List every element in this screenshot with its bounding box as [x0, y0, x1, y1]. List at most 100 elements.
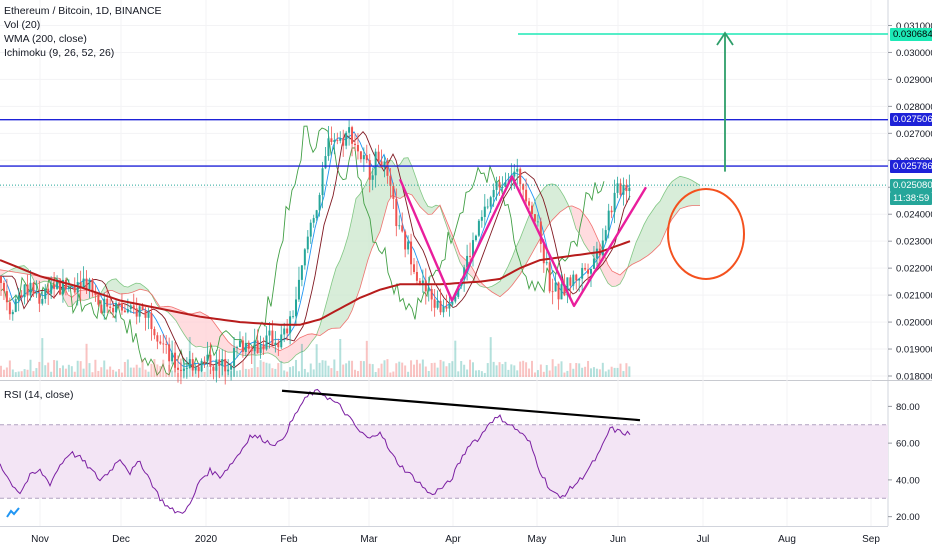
kumo-segment	[380, 164, 384, 232]
double-bottom-pattern	[398, 175, 648, 308]
wma-line	[0, 240, 631, 326]
volume-bar	[560, 361, 563, 377]
volume-bar	[533, 372, 536, 377]
candle-body	[560, 284, 563, 300]
symbol-title[interactable]: Ethereum / Bitcoin, 1D, BINANCE	[4, 5, 162, 17]
candle-body	[430, 289, 433, 300]
candle-body	[56, 281, 59, 289]
volume-bar	[47, 362, 50, 377]
candle-body	[569, 277, 572, 286]
volume-bar	[531, 360, 533, 377]
price-tick-label: 0.027000	[896, 129, 932, 140]
volume-bar	[171, 370, 174, 377]
volume-bar	[413, 364, 415, 377]
volume-bar	[371, 364, 374, 377]
volume-bar	[103, 360, 106, 377]
volume-bar	[274, 368, 277, 377]
volume-bar	[333, 359, 336, 377]
kumo-segment	[140, 283, 144, 291]
time-tick-label: Feb	[280, 534, 298, 545]
kumo-segment	[648, 211, 652, 256]
legend-rsi[interactable]: RSI (14, close)	[4, 389, 74, 401]
kumo-segment	[472, 267, 476, 283]
candle-body	[407, 241, 410, 250]
kumo-segment	[512, 247, 516, 286]
volume-bar	[410, 360, 413, 377]
kumo-segment	[348, 218, 352, 319]
volume-bar	[354, 369, 356, 377]
legend-wma[interactable]: WMA (200, close)	[4, 33, 87, 45]
highlight-circle	[667, 188, 745, 280]
rsi-legend: RSI (14, close)	[4, 388, 73, 402]
kumo-segment	[132, 283, 136, 293]
candle-body	[472, 240, 474, 258]
candle-body	[572, 274, 575, 286]
time-tick-label: Aug	[778, 534, 796, 545]
candle-body	[200, 360, 203, 372]
candle-body	[413, 264, 415, 272]
kumo-segment	[204, 313, 208, 348]
candle-body	[492, 189, 495, 198]
volume-bar	[14, 372, 17, 377]
kumo-segment	[228, 341, 232, 353]
volume-bar	[73, 371, 76, 377]
candle-body	[29, 282, 32, 296]
candle-body	[141, 306, 144, 311]
candle-body	[109, 306, 112, 308]
kumo-segment	[180, 310, 184, 335]
volume-bar	[445, 366, 448, 377]
time-tick-label: 2020	[195, 534, 218, 545]
candle-body	[277, 342, 280, 348]
volume-bar	[486, 363, 489, 377]
candle-body	[159, 341, 162, 344]
candle-body	[118, 302, 120, 304]
kumo-segment	[324, 296, 328, 333]
volume-bar	[64, 368, 67, 377]
volume-bar	[0, 365, 2, 377]
candle-body	[150, 312, 153, 330]
legend-volume[interactable]: Vol (20)	[4, 19, 41, 31]
volume-bar	[507, 369, 510, 377]
kumo-segment	[676, 176, 680, 215]
candle-body	[398, 225, 401, 227]
volume-bar	[118, 369, 120, 377]
kumo-segment	[72, 293, 76, 307]
kumo-segment	[608, 264, 612, 287]
kumo-segment	[404, 157, 408, 196]
legend-ichimoku[interactable]: Ichimoku (9, 26, 52, 26)	[4, 47, 115, 59]
candle-body	[194, 366, 197, 371]
candle-body	[536, 221, 539, 223]
candle-body	[548, 262, 551, 292]
volume-bars	[0, 336, 631, 377]
volume-bar	[123, 361, 126, 377]
volume-bar	[336, 370, 339, 377]
volume-bar	[265, 362, 268, 377]
tradingview-logo-icon[interactable]	[6, 506, 20, 520]
candle-body	[351, 127, 354, 144]
kumo-segment	[660, 193, 664, 245]
volume-bar	[88, 363, 91, 377]
volume-bar	[144, 369, 147, 377]
volume-bar	[516, 370, 519, 377]
rsi-band	[0, 424, 888, 499]
candle-body	[445, 306, 448, 309]
kumo-segment	[108, 279, 112, 291]
kumo-segment	[580, 209, 584, 244]
volume-bar	[38, 361, 41, 377]
kumo-segment	[196, 311, 200, 348]
kumo-segment	[692, 180, 696, 206]
volume-bar	[563, 372, 566, 377]
volume-bar	[628, 366, 631, 377]
candle-body	[333, 140, 336, 142]
candle-body	[26, 284, 29, 296]
candle-body	[174, 352, 177, 368]
candle-body	[227, 369, 230, 372]
volume-bar	[483, 372, 486, 377]
kumo-segment	[288, 344, 292, 363]
chart-legend: Ethereum / Bitcoin, 1D, BINANCE Vol (20)…	[4, 4, 162, 60]
kumo-segment	[308, 333, 312, 347]
volume-bar	[126, 359, 129, 377]
volume-bar	[427, 370, 430, 377]
volume-bar	[389, 372, 392, 377]
volume-bar	[238, 370, 241, 377]
